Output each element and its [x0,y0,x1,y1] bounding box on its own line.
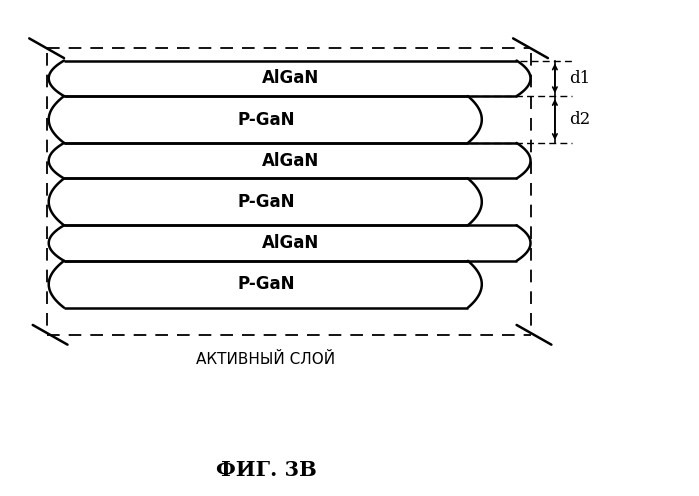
Text: АКТИВНЫЙ СЛОЙ: АКТИВНЫЙ СЛОЙ [196,352,336,367]
Text: P-GaN: P-GaN [237,111,295,128]
Polygon shape [49,61,531,96]
Text: AlGaN: AlGaN [261,234,319,252]
Polygon shape [49,261,482,308]
Text: P-GaN: P-GaN [237,193,295,211]
Text: ФИГ. 3В: ФИГ. 3В [215,460,317,480]
Polygon shape [49,96,482,143]
Text: AlGaN: AlGaN [261,152,319,170]
Text: d2: d2 [569,111,590,128]
Text: AlGaN: AlGaN [261,69,319,87]
Text: P-GaN: P-GaN [237,275,295,293]
Text: d1: d1 [569,70,590,87]
Polygon shape [49,179,482,225]
Polygon shape [49,143,531,179]
Polygon shape [49,225,531,261]
